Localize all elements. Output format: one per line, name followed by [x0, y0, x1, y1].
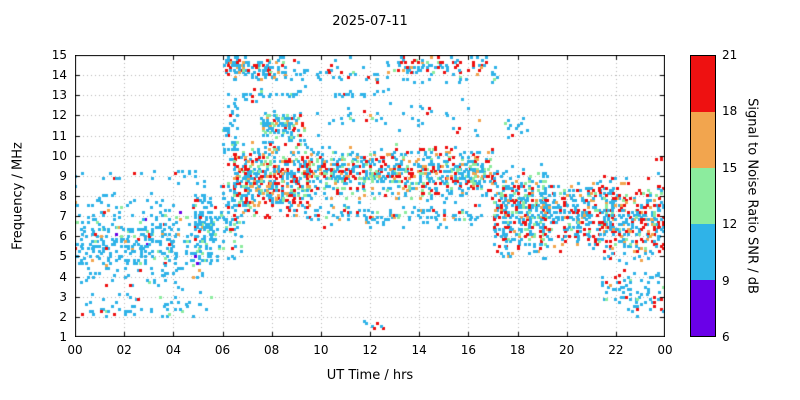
plot-canvas: [75, 55, 665, 337]
x-tick-label: 02: [116, 343, 132, 357]
colorbar-tick-label: 6: [722, 330, 730, 344]
y-tick-label: 9: [59, 168, 67, 183]
colorbar-segment: [691, 56, 715, 112]
x-tick-label: 08: [264, 343, 280, 357]
x-tick-label: 14: [411, 343, 427, 357]
y-tick-label: 12: [51, 108, 67, 123]
chart-title: 2025-07-11: [332, 14, 408, 29]
y-tick-label: 5: [59, 249, 67, 264]
x-tick-label: 18: [509, 343, 526, 357]
x-tick-label: 10: [313, 343, 329, 357]
x-tick-label: 12: [362, 343, 378, 357]
y-axis-label: Frequency / MHz: [10, 142, 26, 250]
y-tick-label: 6: [59, 229, 67, 244]
x-tick-label: 00: [67, 343, 83, 357]
y-tick-label: 10: [51, 148, 67, 163]
colorbar-segment: [691, 112, 715, 168]
x-tick-label: 04: [165, 343, 181, 357]
colorbar-segment: [691, 224, 715, 280]
colorbar-label: Signal to Noise Ratio SNR / dB: [744, 98, 760, 294]
y-tick-label: 3: [59, 289, 67, 304]
x-axis-label: UT Time / hrs: [326, 368, 414, 383]
y-tick-label: 7: [59, 209, 67, 224]
colorbar-segment: [691, 168, 715, 224]
x-tick-label: 00: [657, 343, 673, 357]
y-tick-label: 13: [51, 88, 67, 103]
colorbar: [690, 55, 716, 337]
y-tick-label: 1: [59, 330, 67, 344]
x-tick-label: 06: [214, 343, 231, 357]
x-tick-label: 20: [559, 343, 575, 357]
colorbar-tick-label: 12: [722, 217, 738, 232]
x-tick-label: 16: [460, 343, 476, 357]
colorbar-tick-label: 9: [722, 273, 730, 288]
colorbar-tick-label: 21: [722, 48, 738, 62]
colorbar-segment: [691, 280, 715, 336]
y-tick-label: 11: [51, 128, 67, 143]
colorbar-tick-label: 15: [722, 160, 738, 175]
y-tick-label: 15: [51, 48, 67, 62]
colorbar-tick-label: 18: [722, 104, 738, 119]
y-tick-label: 14: [51, 68, 67, 83]
x-tick-label: 22: [608, 343, 624, 357]
y-tick-label: 4: [59, 269, 67, 284]
y-tick-label: 8: [59, 189, 67, 203]
y-tick-label: 2: [59, 309, 67, 324]
